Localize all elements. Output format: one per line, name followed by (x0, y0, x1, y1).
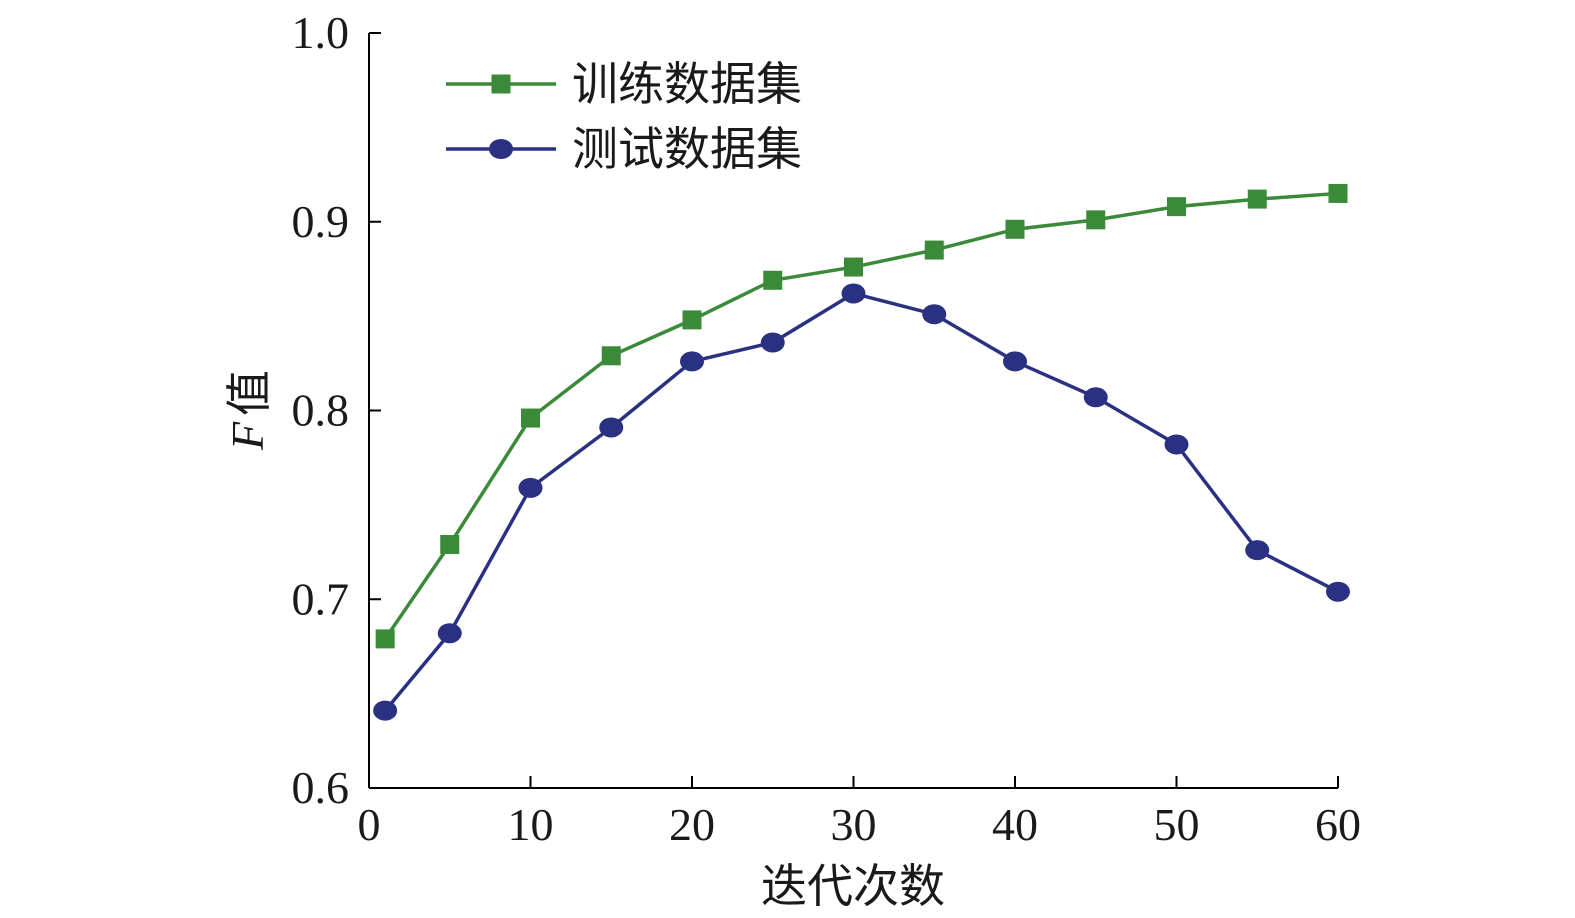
data-point-train (601, 346, 621, 366)
x-tick-label: 40 (992, 799, 1038, 850)
data-point-train (1328, 183, 1348, 203)
series-train (375, 183, 1348, 649)
legend-item-train: 训练数据集 (446, 57, 802, 111)
data-point-test (518, 477, 543, 498)
svg-text:F值: F值 (222, 370, 276, 451)
x-ticks: 0 10 20 30 40 50 60 (358, 776, 1361, 850)
data-point-test (599, 417, 624, 438)
y-axis-title-text: 值 (222, 370, 276, 416)
data-point-test (1326, 581, 1350, 602)
y-tick-label: 0.8 (292, 385, 350, 436)
data-point-test (1003, 351, 1027, 372)
x-tick-label: 20 (669, 799, 715, 850)
series-test (373, 283, 1350, 721)
y-tick-label: 0.9 (292, 196, 350, 247)
x-axis-title: 迭代次数 (761, 859, 945, 913)
data-point-train (1247, 189, 1267, 209)
y-tick-label: 0.7 (292, 573, 350, 624)
legend-label-train: 训练数据集 (572, 57, 802, 111)
data-point-test (680, 351, 704, 372)
data-point-train (682, 310, 702, 330)
y-axis-title-italic: F (222, 421, 273, 451)
x-tick-label: 10 (508, 799, 554, 850)
data-point-train (1086, 210, 1106, 230)
data-point-train (1005, 219, 1025, 239)
x-tick-label: 60 (1315, 799, 1361, 850)
y-tick-label: 1.0 (292, 7, 350, 58)
y-tick-label: 0.6 (292, 762, 350, 813)
data-point-train (844, 257, 863, 277)
data-point-train (375, 629, 395, 649)
legend-marker-train (491, 74, 511, 94)
legend-marker-test (489, 139, 513, 159)
series-group (373, 183, 1350, 721)
data-point-test (437, 623, 462, 644)
data-point-train (763, 270, 783, 290)
legend-item-test: 测试数据集 (446, 122, 802, 176)
data-point-train (1167, 197, 1186, 217)
legend-label-test: 测试数据集 (572, 122, 802, 176)
series-line-test (383, 291, 1339, 712)
data-point-test (841, 283, 866, 304)
data-point-test (1245, 540, 1270, 561)
data-point-train (924, 240, 944, 260)
axes (368, 33, 1338, 789)
x-tick-label: 30 (831, 799, 877, 850)
data-point-test (922, 304, 947, 325)
data-point-test (760, 332, 785, 353)
x-tick-label: 50 (1154, 799, 1200, 850)
data-point-train (440, 535, 460, 555)
x-tick-label: 0 (358, 799, 381, 850)
data-point-test (1164, 434, 1189, 455)
data-point-train (521, 408, 540, 428)
y-ticks: 0.6 0.7 0.8 0.9 1.0 (292, 7, 381, 813)
data-point-test (1083, 387, 1108, 408)
data-point-test (373, 700, 398, 721)
y-axis-title: F值 (222, 370, 276, 451)
